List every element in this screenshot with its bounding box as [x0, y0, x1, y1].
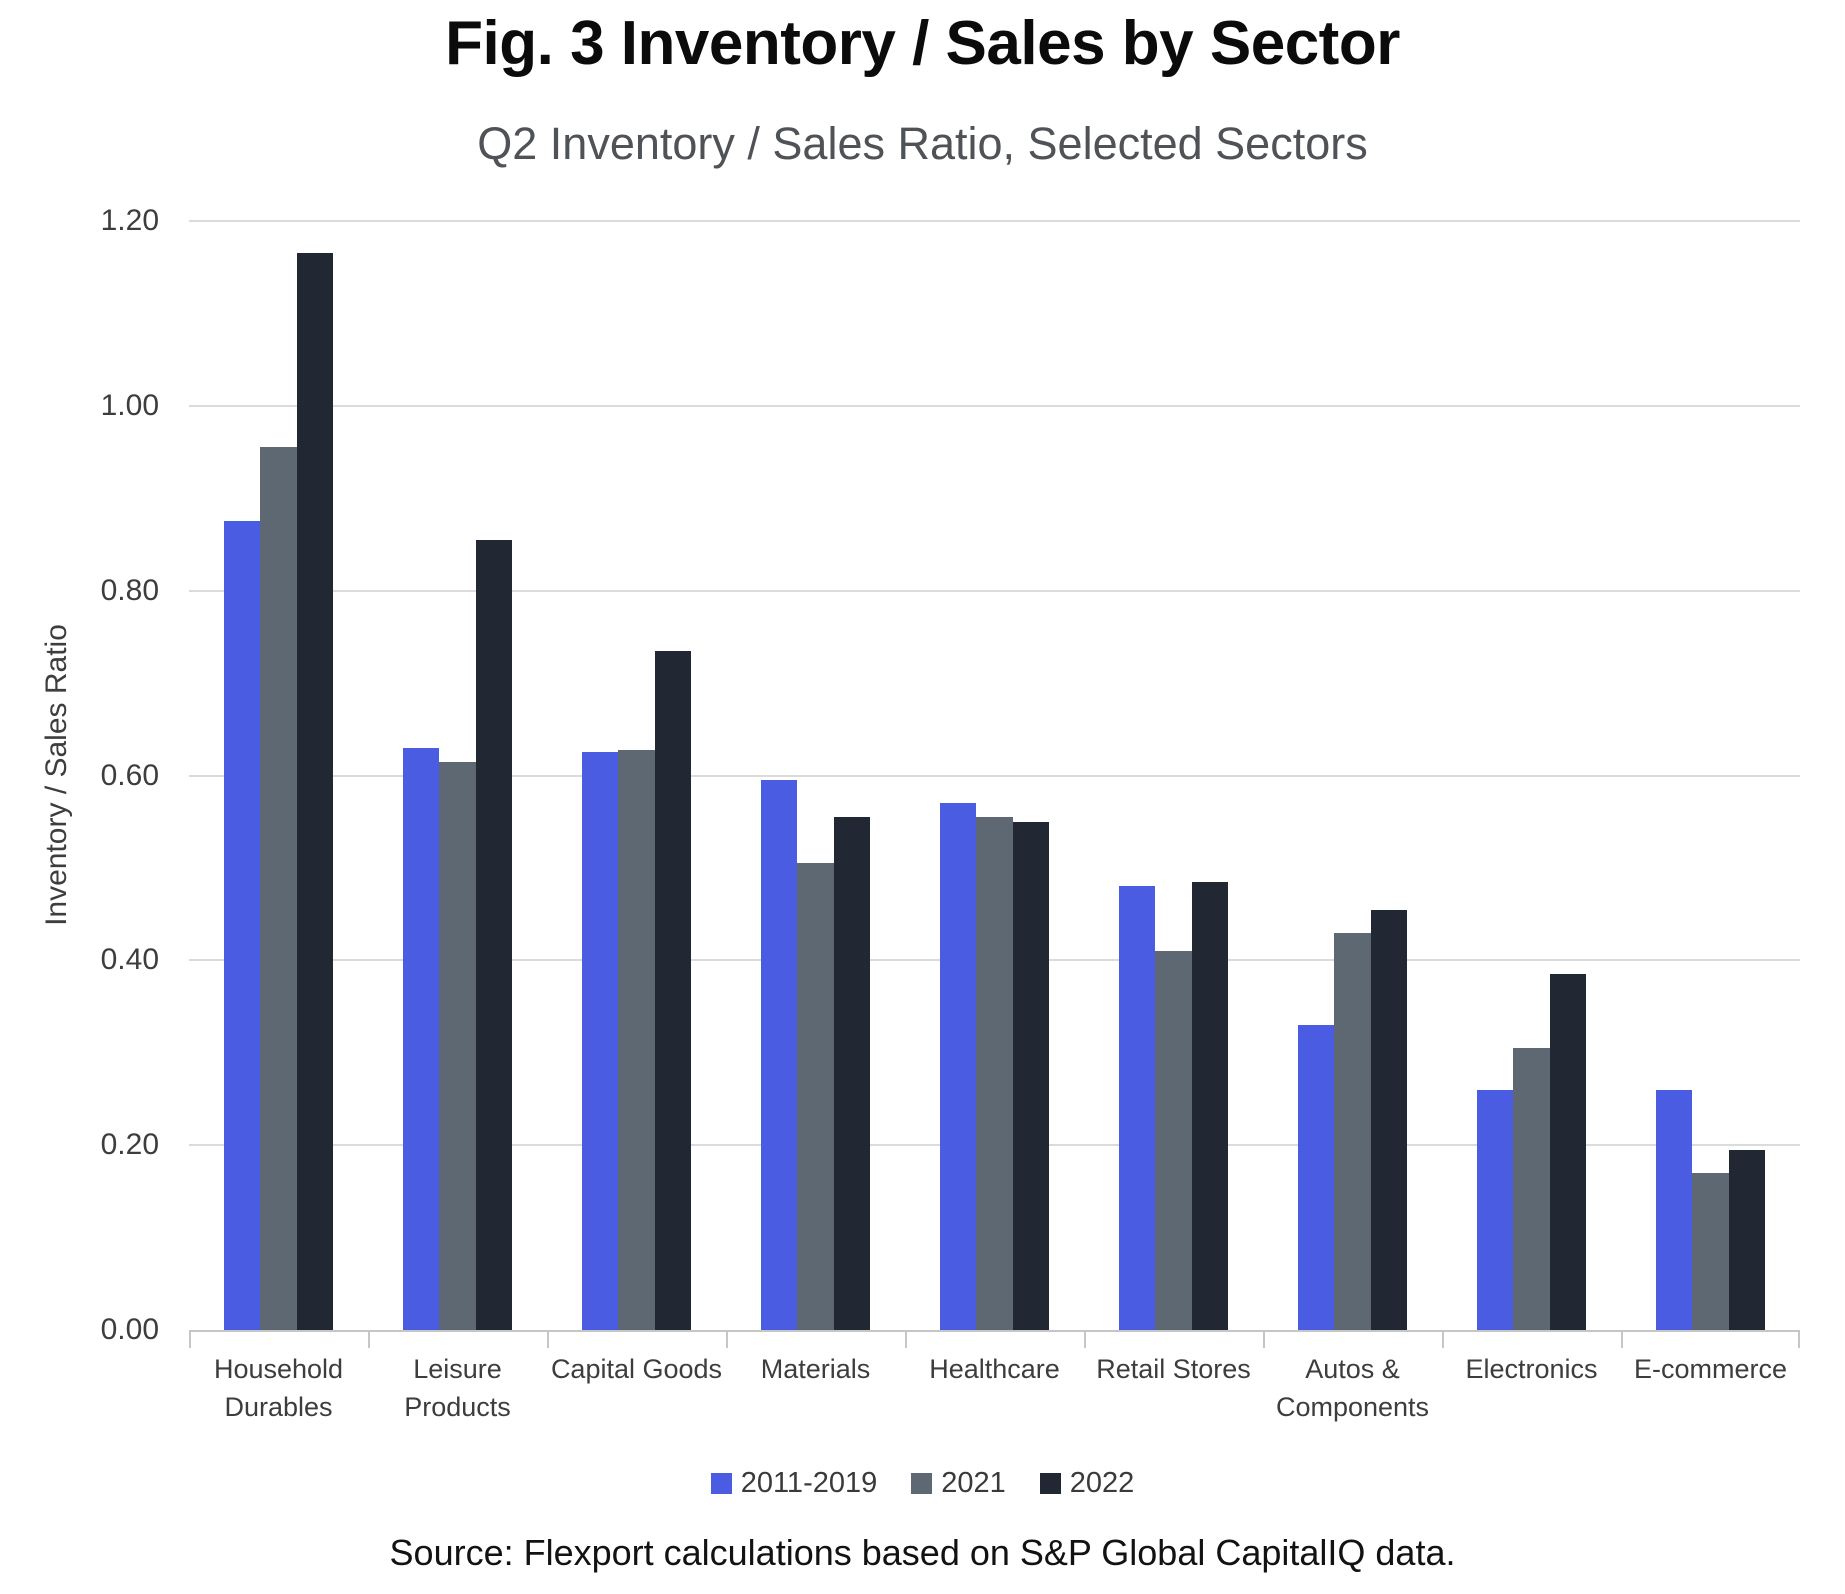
y-tick-label: 1.00 — [100, 388, 159, 422]
bar-2022 — [1012, 822, 1050, 1330]
source-note: Source: Flexport calculations based on S… — [389, 1532, 1456, 1573]
bar-2011-2019 — [223, 521, 261, 1330]
bar-2021 — [618, 750, 655, 1330]
y-tick-label: 1.20 — [100, 204, 159, 237]
bar-group — [1442, 221, 1621, 1330]
x-category-label: Capital Goods — [550, 1354, 723, 1384]
bar-2021 — [976, 817, 1013, 1330]
y-tick-label: 0.20 — [100, 1128, 159, 1162]
bar-2022 — [1191, 882, 1229, 1330]
bar-group — [1084, 221, 1263, 1330]
axis-tick — [905, 1330, 907, 1348]
bar-2021 — [1513, 1048, 1550, 1330]
bar-group — [905, 221, 1084, 1330]
axis-tick — [1442, 1330, 1444, 1348]
bar-2011-2019 — [1476, 1090, 1514, 1330]
bar-2011-2019 — [402, 748, 440, 1330]
legend-label: 2021 — [941, 1467, 1006, 1499]
axis-tick — [368, 1330, 370, 1348]
gridline — [189, 404, 1800, 407]
y-tick-label: 0.80 — [100, 573, 159, 607]
axis-tick — [547, 1330, 549, 1348]
bar-2011-2019 — [760, 780, 798, 1330]
x-category-label: Electronics — [1465, 1354, 1598, 1384]
bar-group — [547, 221, 726, 1330]
y-tick-label: 0.40 — [100, 943, 159, 977]
legend-swatch — [1039, 1473, 1061, 1494]
axis-tick — [1084, 1330, 1086, 1348]
x-category-label: Leisure Products — [404, 1354, 511, 1422]
bar-2022 — [475, 540, 513, 1330]
bar-2022 — [296, 253, 334, 1330]
y-tick-label: 0.60 — [100, 758, 159, 792]
legend-swatch — [911, 1473, 933, 1494]
bar-2011-2019 — [581, 752, 619, 1330]
bar-2021 — [1155, 951, 1192, 1330]
legend-item: 2021 — [911, 1467, 1006, 1500]
y-tick-label: 0.00 — [100, 1313, 159, 1346]
x-category-label: E-commerce — [1633, 1354, 1788, 1384]
bar-group — [368, 221, 547, 1330]
bar-2022 — [654, 651, 692, 1330]
bar-2021 — [797, 863, 834, 1330]
x-category-label: Autos & Components — [1275, 1354, 1430, 1422]
bar-2011-2019 — [1118, 886, 1156, 1330]
gridline — [189, 589, 1800, 592]
legend: 2011-2019 2021 2022 — [0, 1467, 1845, 1500]
bar-2011-2019 — [1655, 1090, 1693, 1330]
x-category-label: Healthcare — [929, 1354, 1060, 1384]
bar-group — [189, 221, 368, 1330]
bar-2021 — [1334, 933, 1371, 1330]
bar-group — [1621, 221, 1800, 1330]
bar-2022 — [833, 817, 871, 1330]
axis-tick — [1798, 1330, 1800, 1348]
x-category-label: Household Durables — [213, 1354, 344, 1422]
chart-subtitle: Q2 Inventory / Sales Ratio, Selected Sec… — [477, 118, 1368, 169]
axis-tick — [1621, 1330, 1623, 1348]
plot-area: 0.00 0.20 0.40 0.60 0.80 1.00 1.20 Household Du… — [101, 204, 1800, 1422]
axis-tick — [189, 1330, 191, 1348]
x-category-label: Materials — [760, 1354, 871, 1384]
bar-2022 — [1370, 910, 1408, 1330]
bar-2021 — [439, 762, 476, 1330]
gridline — [189, 774, 1800, 777]
bar-2022 — [1728, 1150, 1766, 1330]
x-axis-line — [189, 1330, 1800, 1332]
axis-tick — [1263, 1330, 1265, 1348]
legend-item: 2011-2019 — [710, 1467, 878, 1500]
bar-group — [726, 221, 905, 1330]
legend-label: 2022 — [1069, 1467, 1135, 1499]
bar-2021 — [260, 447, 297, 1330]
chart-title: Fig. 3 Inventory / Sales by Sector — [445, 9, 1400, 78]
bar-2022 — [1549, 974, 1587, 1330]
axis-tick — [726, 1330, 728, 1348]
gridline — [189, 220, 1800, 222]
x-category-label: Retail Stores — [1096, 1354, 1251, 1384]
legend-label: 2011-2019 — [740, 1467, 878, 1499]
bar-group — [1263, 221, 1442, 1330]
legend-item: 2022 — [1039, 1467, 1135, 1500]
legend-swatch — [710, 1473, 732, 1494]
bar-2011-2019 — [1297, 1025, 1335, 1330]
bar-2011-2019 — [939, 803, 977, 1330]
bar-2021 — [1692, 1173, 1729, 1330]
